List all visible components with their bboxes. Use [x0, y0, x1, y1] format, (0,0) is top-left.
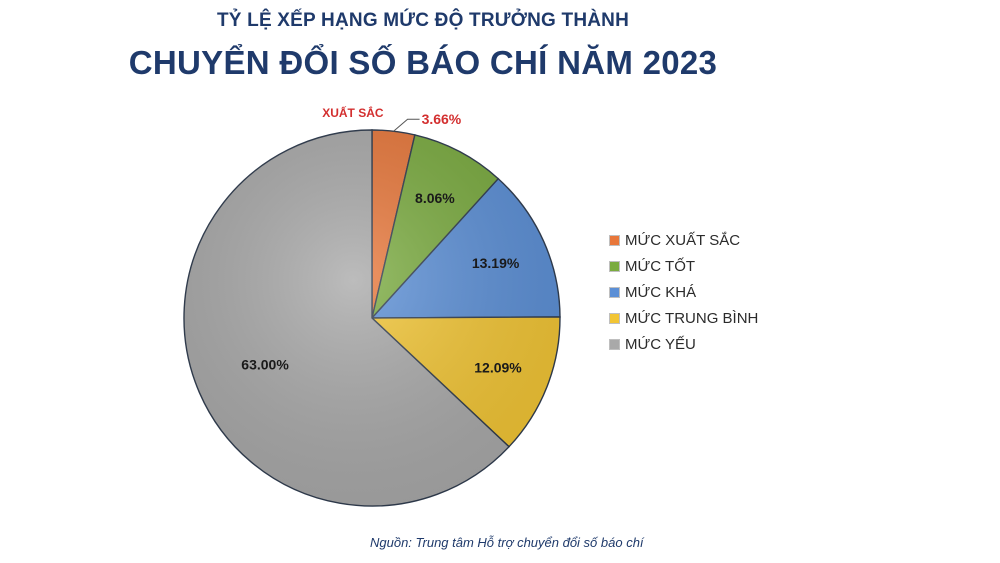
chart-source: Nguồn: Trung tâm Hỗ trợ chuyển đổi số bá… [370, 535, 644, 550]
callout-leader-line [393, 118, 420, 132]
callout-category-label: XUẤT SẮC [322, 105, 384, 120]
legend-item-tot: MỨC TỐT [610, 253, 758, 279]
chart-title: CHUYỂN ĐỔI SỐ BÁO CHÍ NĂM 2023 [128, 44, 718, 81]
legend-label: MỨC YẾU [625, 335, 696, 353]
legend-label: MỨC TRUNG BÌNH [625, 309, 759, 327]
legend-swatch [610, 287, 619, 297]
legend-item-kha: MỨC KHÁ [610, 279, 758, 305]
legend-label: MỨC KHÁ [625, 283, 697, 301]
legend-swatch [610, 261, 619, 271]
legend-item-xuat-sac: MỨC XUẤT SẮC [610, 227, 758, 253]
legend-label: MỨC TỐT [625, 257, 696, 275]
chart-subtitle: TỶ LỆ XẾP HẠNG MỨC ĐỘ TRƯỞNG THÀNH [216, 10, 630, 31]
data-label-yeu: 63.00% [241, 356, 289, 372]
legend-swatch [610, 235, 619, 245]
legend-item-yeu: MỨC YẾU [610, 331, 758, 357]
data-label-kha: 13.19% [472, 255, 520, 271]
legend-item-trung-binh: MỨC TRUNG BÌNH [610, 305, 758, 331]
data-label-trung-binh: 12.09% [474, 359, 522, 375]
data-label-tot: 8.06% [415, 190, 455, 206]
legend-swatch [610, 339, 619, 349]
data-label-xuat-sac: 3.66% [422, 111, 462, 127]
chart-legend: MỨC XUẤT SẮC MỨC TỐT MỨC KHÁ MỨC TRUNG B… [610, 227, 758, 357]
legend-label: MỨC XUẤT SẮC [625, 231, 741, 249]
legend-swatch [610, 313, 619, 323]
